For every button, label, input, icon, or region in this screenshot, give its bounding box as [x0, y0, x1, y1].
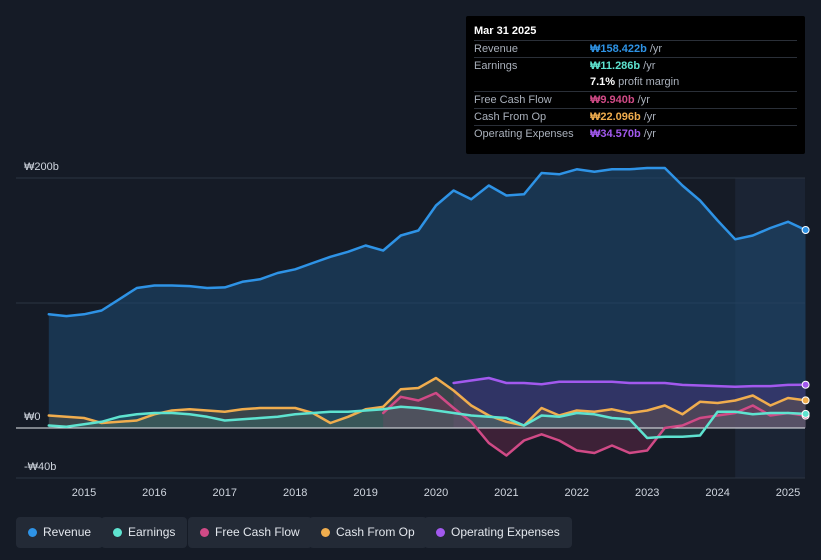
endpoint-earnings — [801, 409, 810, 418]
area-earnings — [48, 406, 806, 438]
profit-margin-label: profit margin — [618, 76, 680, 88]
legend-dot-icon — [28, 528, 37, 537]
tooltip-date: Mar 31 2025 — [474, 25, 537, 37]
tooltip-unit: /yr — [643, 128, 656, 140]
tooltip-unit: /yr — [643, 60, 656, 72]
legend-free-cash-flow[interactable]: Free Cash Flow — [188, 517, 312, 548]
legend-dot-icon — [321, 528, 330, 537]
tooltip-value: ₩22.096b — [590, 111, 641, 123]
tooltip-label: Free Cash Flow — [474, 94, 552, 106]
tooltip-unit: /yr — [637, 94, 650, 106]
tooltip-label: Operating Expenses — [474, 128, 574, 140]
x-axis-label: 2023 — [635, 487, 659, 499]
y-axis-label: ₩200b — [24, 161, 59, 173]
endpoint-revenue — [801, 226, 810, 234]
area-revenue — [48, 168, 806, 428]
legend-revenue[interactable]: Revenue — [16, 517, 104, 548]
tooltip-value: ₩11.286b — [590, 60, 641, 72]
x-axis-label: 2019 — [353, 487, 377, 499]
tooltip-value: ₩9.940b — [590, 94, 635, 106]
tooltip-label: Earnings — [474, 60, 518, 72]
x-axis-label: 2024 — [705, 487, 729, 499]
x-axis-label: 2020 — [424, 487, 448, 499]
tooltip-value: ₩158.422b — [590, 43, 647, 55]
tooltip-row-earnings: Earnings ₩11.286b/yr — [474, 57, 797, 75]
line-earnings — [47, 405, 807, 440]
line-cash-from-op — [47, 376, 807, 427]
tooltip-unit: /yr — [649, 43, 663, 55]
x-axis-label: 2017 — [213, 487, 237, 499]
tooltip-value: ₩34.570b — [590, 128, 641, 140]
line-operating-expenses — [452, 376, 807, 389]
tooltip-row-revenue: Revenue ₩158.422b/yr — [474, 40, 797, 58]
y-axis-label: -₩40b — [24, 461, 56, 473]
legend-operating-expenses[interactable]: Operating Expenses — [424, 517, 572, 548]
legend-earnings[interactable]: Earnings — [101, 517, 188, 548]
x-axis-label: 2018 — [283, 487, 307, 499]
tooltip-row-cfo: Cash From Op ₩22.096b/yr — [474, 108, 797, 126]
x-axis-label: 2016 — [142, 487, 166, 499]
area-free-cash-flow — [383, 393, 806, 456]
tooltip-panel: Mar 31 2025 Revenue ₩158.422b/yr Earning… — [466, 16, 805, 154]
legend-cash-from-op[interactable]: Cash From Op — [309, 517, 427, 548]
legend-dot-icon — [436, 528, 445, 537]
legend-dot-icon — [113, 528, 122, 537]
tooltip-row-fcf: Free Cash Flow ₩9.940b/yr — [474, 91, 797, 109]
profit-margin-value: 7.1% — [590, 76, 616, 88]
x-axis-label: 2021 — [494, 487, 518, 499]
area-cash-from-op — [48, 378, 806, 428]
x-axis-label: 2022 — [565, 487, 589, 499]
line-revenue — [47, 166, 807, 318]
tooltip-row-margin: 7.1% profit margin — [474, 74, 797, 91]
tooltip-label: Revenue — [474, 43, 519, 55]
legend-label: Earnings — [128, 525, 176, 539]
legend-label: Revenue — [43, 525, 92, 539]
tooltip-unit: /yr — [643, 111, 656, 123]
x-axis-label: 2025 — [776, 487, 800, 499]
endpoint-operating-expenses — [801, 380, 810, 389]
tooltip-label: Cash From Op — [474, 111, 547, 123]
x-axis-label: 2015 — [72, 487, 96, 499]
legend-label: Cash From Op — [336, 525, 415, 539]
endpoint-cash-from-op — [801, 396, 810, 405]
legend-label: Free Cash Flow — [215, 525, 300, 539]
tooltip-row-opex: Operating Expenses ₩34.570b/yr — [474, 125, 797, 143]
y-axis-label: ₩0 — [24, 411, 41, 423]
legend-label: Operating Expenses — [451, 525, 560, 539]
legend-dot-icon — [200, 528, 209, 537]
